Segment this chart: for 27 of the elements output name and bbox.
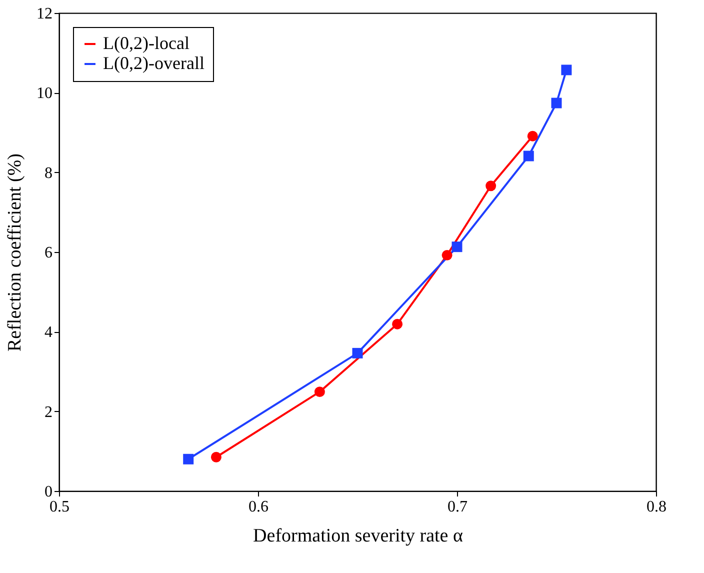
x-tick-label: 0.8	[646, 498, 666, 516]
x-axis-title: Deformation severity rate α	[253, 526, 463, 546]
y-tick-label: 12	[36, 6, 52, 22]
y-tick-label: 8	[44, 164, 52, 182]
x-tick-label: 0.6	[248, 498, 268, 516]
x-tick-label: 0.7	[448, 498, 468, 516]
point	[210, 452, 222, 462]
y-tick-label: 2	[44, 404, 52, 421]
y-tick-label: 0	[44, 484, 52, 500]
point	[527, 130, 538, 142]
point	[314, 386, 325, 398]
point	[523, 150, 534, 162]
y-axis-title: Reflection coefficient (%)	[4, 154, 26, 352]
y-tick-label: 10	[36, 85, 52, 102]
y-tick-label: 6	[44, 244, 52, 262]
point	[486, 180, 496, 192]
legend-label: L(0,2)-overall	[103, 53, 204, 73]
point	[452, 242, 462, 252]
x-tick-label: 0.5	[50, 498, 70, 516]
point	[352, 348, 363, 358]
point	[183, 454, 194, 464]
point	[551, 98, 562, 108]
point	[392, 318, 403, 330]
y-tick-label: 4	[44, 324, 52, 342]
point	[561, 64, 572, 76]
point	[442, 250, 452, 260]
legend-label: L(0,2)-local	[103, 33, 190, 53]
